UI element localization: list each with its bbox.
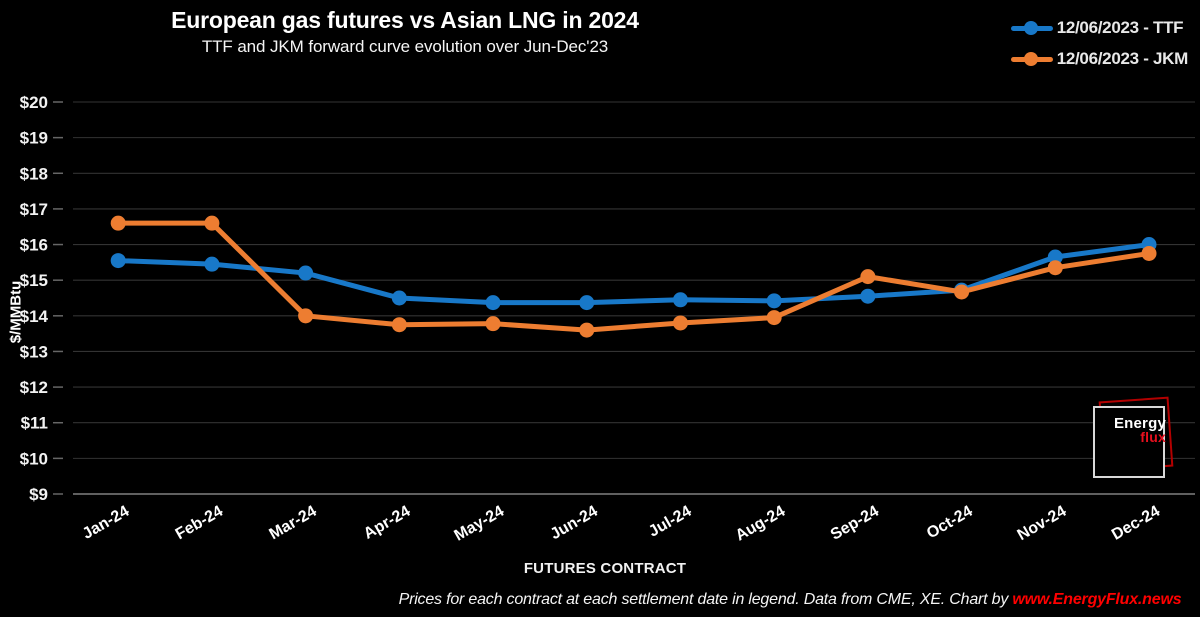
y-tick-label: $14 [20,307,49,326]
legend-marker-jkm-icon [1010,51,1053,67]
x-tick-label: Jul-24 [646,503,695,541]
x-tick-label: Nov-24 [1015,503,1070,544]
y-tick-label: $11 [21,414,48,433]
data-point-ttf-Aug-24 [766,293,782,309]
x-tick-label: May-24 [452,503,508,545]
data-point-ttf-Mar-24 [298,265,314,281]
data-point-jkm-Feb-24 [204,215,220,231]
data-point-jkm-Dec-24 [1141,245,1157,261]
data-point-ttf-Nov-24 [1047,249,1063,265]
x-tick-labels: Jan-24 Feb-24 Mar-24 Apr-24 May-24 Jun-24 Jul-… [80,503,1163,545]
y-tick-label: $16 [20,236,48,255]
data-point-ttf-Feb-24 [204,256,220,272]
data-point-jkm-Aug-24 [766,310,782,326]
x-tick-label: Feb-24 [173,503,226,544]
y-gridlines [53,101,1195,495]
legend-label-jkm: 12/06/2023 - JKM [1056,49,1189,68]
logo-wordmark: Energy flux [1113,415,1166,445]
footnote-link[interactable]: www.EnergyFlux.news [1012,591,1182,608]
y-tick-label: $17 [20,200,48,219]
data-point-ttf-Jan-24 [110,253,126,269]
y-tick-label: $19 [20,129,48,148]
series-line-ttf [115,242,1152,306]
x-tick-label: Aug-24 [733,503,789,545]
data-point-ttf-Jul-24 [672,292,688,308]
y-tick-labels: $20 $19 $18 $17 $16 $15 $14 $13 $12 $11 $10 $9 [20,93,49,504]
x-tick-label: Jun-24 [548,503,601,544]
chart-subtitle: TTF and JKM forward curve evolution over… [201,37,609,56]
logo-word-flux: flux [1140,429,1166,445]
chart-title: European gas futures vs Asian LNG in 202… [171,7,639,33]
x-tick-label: Apr-24 [361,503,413,543]
data-point-ttf-Jun-24 [579,295,595,311]
x-tick-label: Oct-24 [924,503,976,543]
energyflux-logo: Energy flux [1092,396,1180,488]
x-tick-label: Dec-24 [1109,503,1163,544]
x-tick-label: Mar-24 [266,503,319,544]
legend-item-jkm: 12/06/2023 - JKM [1010,48,1189,70]
chart-footnote: Prices for each contract at each settlem… [380,591,1200,609]
y-tick-label: $13 [20,342,48,361]
legend-item-ttf: 12/06/2023 - TTF [1010,17,1188,39]
data-point-jkm-Jan-24 [110,215,126,231]
data-point-jkm-Apr-24 [391,317,407,333]
series-jkm [110,215,1157,338]
y-tick-label: $20 [20,93,48,112]
data-point-ttf-Apr-24 [391,290,407,306]
data-point-ttf-May-24 [485,295,501,311]
data-point-jkm-Mar-24 [298,308,314,324]
data-point-ttf-Sep-24 [860,288,876,304]
logo-white-square [1093,406,1165,478]
data-point-jkm-Oct-24 [954,284,970,300]
legend-label-ttf: 12/06/2023 - TTF [1056,18,1184,37]
x-axis-title: FUTURES CONTRACT [523,560,687,577]
data-point-jkm-Sep-24 [860,269,876,285]
series-ttf [110,237,1157,311]
y-tick-label: $10 [20,449,48,468]
series-line-jkm [115,220,1152,333]
logo-word-energy: Energy [1113,415,1166,432]
x-tick-label: Sep-24 [828,503,882,544]
x-tick-label: Jan-24 [80,503,132,543]
footnote-text: Prices for each contract at each settlem… [398,591,1013,608]
data-point-jkm-Jul-24 [672,315,688,331]
legend-marker-ttf-icon [1010,20,1053,36]
data-point-jkm-Nov-24 [1047,260,1063,276]
y-tick-label: $18 [20,164,48,183]
y-tick-label: $9 [29,485,48,504]
data-point-jkm-Jun-24 [579,322,595,338]
data-point-jkm-May-24 [485,316,501,332]
y-tick-label: $15 [20,271,48,290]
y-tick-label: $12 [20,378,48,397]
legend: 12/06/2023 - TTF 12/06/2023 - JKM [1010,17,1189,70]
